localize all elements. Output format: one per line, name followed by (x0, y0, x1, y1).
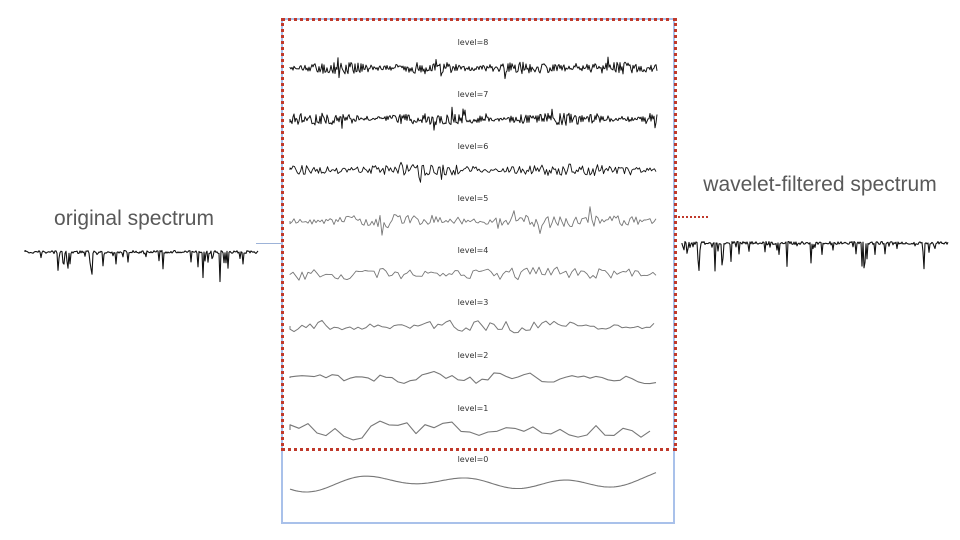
level-4-trace (289, 266, 657, 281)
filtered-spectrum-label: wavelet-filtered spectrum (703, 173, 937, 196)
level-2-trace (289, 370, 657, 385)
input-connector-line (256, 243, 282, 244)
level-1-trace (289, 420, 651, 441)
original-spectrum-label: original spectrum (54, 207, 214, 230)
output-connector-dotted (678, 216, 708, 218)
level-5-label: level=5 (457, 194, 489, 203)
level-5-trace (289, 206, 657, 236)
level-8-label: level=8 (457, 38, 489, 47)
level-4-label: level=4 (457, 246, 489, 255)
selected-levels-highlight (281, 18, 677, 451)
level-1-label: level=1 (457, 404, 489, 413)
level-7-label: level=7 (457, 90, 489, 99)
level-6-trace (289, 161, 657, 183)
level-8-trace (289, 56, 658, 80)
level-0-label: level=0 (457, 455, 489, 464)
level-6-label: level=6 (457, 142, 489, 151)
level-3-trace (289, 319, 655, 334)
level-0-trace (289, 472, 657, 493)
level-7-trace (289, 106, 658, 131)
level-2-label: level=2 (457, 351, 489, 360)
original-spectrum-trace (24, 249, 259, 283)
level-3-label: level=3 (457, 298, 489, 307)
filtered-spectrum-trace (681, 240, 949, 272)
